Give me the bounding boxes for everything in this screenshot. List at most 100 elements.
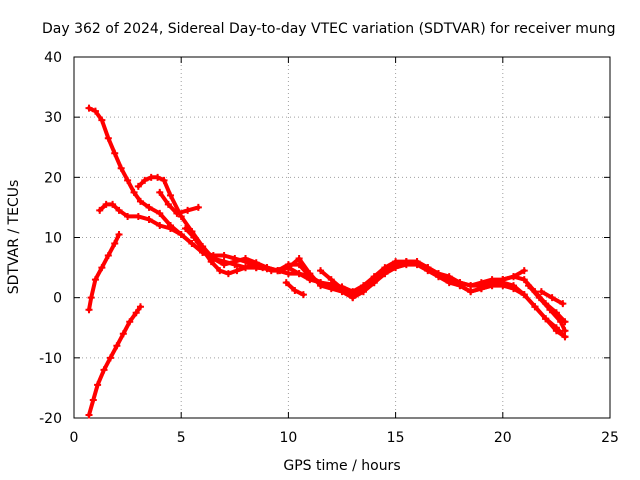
data-point xyxy=(177,230,185,238)
data-point xyxy=(520,276,528,284)
x-tick-label: 10 xyxy=(279,430,297,446)
data-point xyxy=(188,240,196,248)
series-track-8 xyxy=(525,282,569,335)
data-point xyxy=(87,294,95,302)
data-point xyxy=(477,282,485,290)
series-track-1 xyxy=(85,104,569,326)
data-point xyxy=(164,200,172,208)
data-point xyxy=(106,354,114,362)
grid-lines xyxy=(74,57,610,418)
series-track-11 xyxy=(85,303,144,419)
data-point xyxy=(402,261,410,269)
data-point xyxy=(349,294,357,302)
series-track-7 xyxy=(317,267,357,302)
data-point xyxy=(141,176,149,184)
data-point xyxy=(166,191,174,199)
data-point xyxy=(259,264,267,272)
data-point xyxy=(338,285,346,293)
data-point xyxy=(499,276,507,284)
data-point xyxy=(317,282,325,290)
data-point xyxy=(173,209,181,217)
data-point xyxy=(559,300,567,308)
data-point xyxy=(242,255,250,263)
data-point xyxy=(224,270,232,278)
data-point xyxy=(557,318,565,326)
data-point xyxy=(284,264,292,272)
data-point xyxy=(552,327,560,335)
data-point xyxy=(561,333,569,341)
x-tick-label: 25 xyxy=(601,430,619,446)
data-point xyxy=(136,303,144,311)
series-track-6 xyxy=(156,188,202,217)
data-point xyxy=(456,279,464,287)
data-point xyxy=(134,182,142,190)
data-point xyxy=(392,264,400,272)
data-point xyxy=(381,270,389,278)
y-tick-label: 30 xyxy=(44,110,62,126)
x-tick-label: 0 xyxy=(70,430,79,446)
data-point xyxy=(115,206,123,214)
data-point xyxy=(113,342,121,350)
data-point xyxy=(467,288,475,296)
data-point xyxy=(166,224,174,232)
x-tick-label: 20 xyxy=(494,430,512,446)
data-point xyxy=(190,234,198,241)
data-point xyxy=(299,291,307,299)
data-point xyxy=(291,286,299,294)
data-point xyxy=(216,267,224,275)
data-point xyxy=(156,221,164,229)
data-point xyxy=(282,279,290,287)
y-tick-label: 0 xyxy=(53,291,62,307)
data-point xyxy=(520,267,528,275)
data-point xyxy=(85,306,93,314)
data-point xyxy=(102,200,110,208)
data-point xyxy=(194,203,202,211)
data-point xyxy=(145,215,153,223)
data-point xyxy=(111,240,119,248)
data-point xyxy=(535,294,543,302)
series-track-3 xyxy=(134,173,569,341)
data-point xyxy=(115,230,123,238)
series-line xyxy=(318,268,355,300)
data-point xyxy=(220,252,228,260)
series-track-9 xyxy=(537,288,567,308)
data-point xyxy=(510,285,518,293)
data-point xyxy=(537,288,545,296)
y-tick-label: -10 xyxy=(39,351,62,367)
x-axis-label: GPS time / hours xyxy=(283,458,400,474)
series-line xyxy=(87,304,143,417)
y-tick-label: 20 xyxy=(44,170,62,186)
data-point xyxy=(104,134,112,142)
data-point xyxy=(96,206,104,214)
axis-ticks: 0 5 10 15 20 25 -20 -10 0 10 20 30 40 xyxy=(39,50,619,446)
data-point xyxy=(306,270,314,278)
y-tick-label: 10 xyxy=(44,231,62,247)
data-point xyxy=(317,267,325,275)
data-point xyxy=(424,267,432,275)
data-point xyxy=(156,209,164,217)
data-point xyxy=(199,246,207,254)
data-point xyxy=(111,149,119,157)
data-point xyxy=(276,267,284,275)
data-point xyxy=(548,294,556,302)
y-tick-label: 40 xyxy=(44,50,62,66)
data-point xyxy=(136,197,144,205)
data-point xyxy=(147,173,155,181)
x-tick-label: 5 xyxy=(177,430,186,446)
x-tick-label: 15 xyxy=(387,430,405,446)
data-point xyxy=(181,224,189,232)
data-point xyxy=(295,255,303,263)
data-point xyxy=(250,261,258,269)
data-point xyxy=(184,206,192,214)
data-point xyxy=(130,188,138,196)
data-point xyxy=(327,285,335,293)
chart-title: Day 362 of 2024, Sidereal Day-to-day VTE… xyxy=(42,21,616,37)
data-point xyxy=(510,273,518,281)
data-point xyxy=(233,267,241,275)
data-point xyxy=(109,200,117,208)
data-point xyxy=(467,282,475,290)
data-point xyxy=(267,267,275,275)
series-line xyxy=(136,175,567,339)
data-point xyxy=(85,411,93,419)
data-point xyxy=(242,264,250,272)
